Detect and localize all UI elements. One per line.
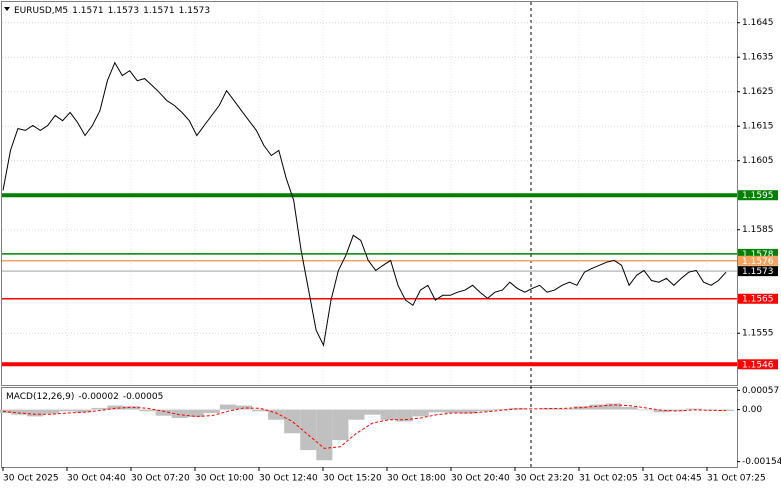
level-label-bg [738, 293, 778, 304]
y-tick-label: -0.00154 [742, 457, 781, 467]
header-value: -0.00002 [78, 392, 118, 402]
histogram-bar [476, 409, 494, 412]
header-value: -0.00005 [123, 392, 163, 402]
header-title: EURUSD,M5 [14, 6, 68, 16]
histogram-bar [91, 407, 108, 410]
header-value: 1.1573 [108, 6, 140, 16]
histogram-bar [219, 404, 236, 410]
x-tick-label: 30 Oct 15:20 [323, 474, 382, 484]
histogram-bar [107, 405, 124, 410]
histogram-bar [155, 409, 172, 416]
x-tick-label: 30 Oct 04:40 [67, 474, 126, 484]
price-panel [1, 1, 738, 386]
y-tick-label: 1.1645 [742, 18, 774, 28]
histogram-bar [412, 409, 429, 417]
y-tick-label: 0.00057 [742, 386, 779, 396]
x-tick-label: 31 Oct 04:45 [643, 474, 702, 484]
x-tick-label: 30 Oct 23:20 [515, 474, 574, 484]
level-label: 1.1578 [742, 250, 774, 260]
histogram-bar [123, 406, 140, 410]
y-tick-label: 1.1635 [742, 53, 774, 63]
indicator-header: EURUSD,M5 1.1571 1.1573 1.1571 1.1573 [14, 6, 210, 16]
histogram-bar [300, 409, 317, 451]
histogram-bar [621, 406, 638, 410]
indicator-header: MACD(12,26,9) -0.00002 -0.00005 [6, 392, 163, 402]
histogram-bar [685, 408, 702, 410]
level-label-bg [738, 190, 778, 201]
histogram-bar [268, 409, 285, 420]
histogram-bar [203, 409, 220, 413]
x-tick-label: 31 Oct 02:05 [579, 474, 638, 484]
header-value: 1.1573 [179, 6, 211, 16]
histogram-bar [669, 409, 686, 412]
y-tick-label: 1.1625 [742, 87, 774, 97]
histogram-bar [235, 405, 253, 410]
histogram-bar [316, 409, 333, 461]
macd-panel [1, 387, 738, 468]
histogram-bar [332, 409, 349, 440]
level-label: 1.1595 [742, 191, 774, 201]
level-label: 1.1576 [742, 257, 774, 267]
x-tick-label: 30 Oct 2025 [3, 474, 59, 484]
histogram-bar [637, 409, 654, 411]
x-tick-label: 31 Oct 07:25 [707, 474, 766, 484]
level-label-bg [738, 359, 778, 370]
histogram-bar [11, 409, 28, 415]
x-tick-label: 30 Oct 20:40 [451, 474, 510, 484]
histogram-bar [444, 409, 461, 413]
level-label-bg [738, 266, 778, 277]
histogram-bar [557, 408, 574, 410]
header-title: MACD(12,26,9) [6, 392, 74, 402]
histogram-bar [653, 409, 670, 413]
price-line [2, 61, 727, 347]
level-label: 1.1565 [742, 295, 774, 305]
histogram-bar [171, 409, 188, 419]
level-label-bg [738, 255, 778, 266]
histogram-bar [589, 404, 606, 410]
y-tick-label: 1.1615 [742, 122, 774, 132]
y-tick-label: 1.1605 [742, 156, 774, 166]
histogram-bar [348, 409, 365, 420]
histogram-bar [493, 408, 510, 410]
y-tick-label: 1.1585 [742, 225, 774, 235]
histogram-bar [428, 409, 445, 413]
histogram-bar [187, 409, 204, 418]
x-tick-label: 30 Oct 07:20 [131, 474, 190, 484]
y-tick-label: 1.1555 [742, 329, 774, 339]
menu-arrow [4, 7, 10, 11]
x-tick-label: 30 Oct 10:00 [195, 474, 254, 484]
histogram-bar [59, 409, 76, 412]
histogram-bar [605, 403, 622, 410]
signal-line [2, 404, 727, 449]
level-label-bg [738, 248, 778, 259]
histogram-bar [43, 409, 60, 414]
level-label: 1.1573 [742, 267, 774, 277]
x-tick-label: 30 Oct 18:00 [387, 474, 446, 484]
histogram-bar [27, 409, 44, 417]
level-label: 1.1546 [742, 360, 774, 370]
histogram-bar [364, 409, 381, 415]
y-tick-label: 0.00 [742, 405, 762, 415]
histogram-bar [380, 409, 397, 420]
histogram-bar [284, 409, 301, 434]
histogram-bar [460, 409, 477, 414]
header-value: 1.1571 [72, 6, 104, 16]
histogram-bar [252, 409, 269, 412]
histogram-bar [75, 409, 92, 413]
histogram-bar [396, 409, 413, 422]
x-tick-label: 30 Oct 12:40 [259, 474, 318, 484]
header-value: 1.1571 [143, 6, 175, 16]
histogram-bar [139, 409, 156, 412]
